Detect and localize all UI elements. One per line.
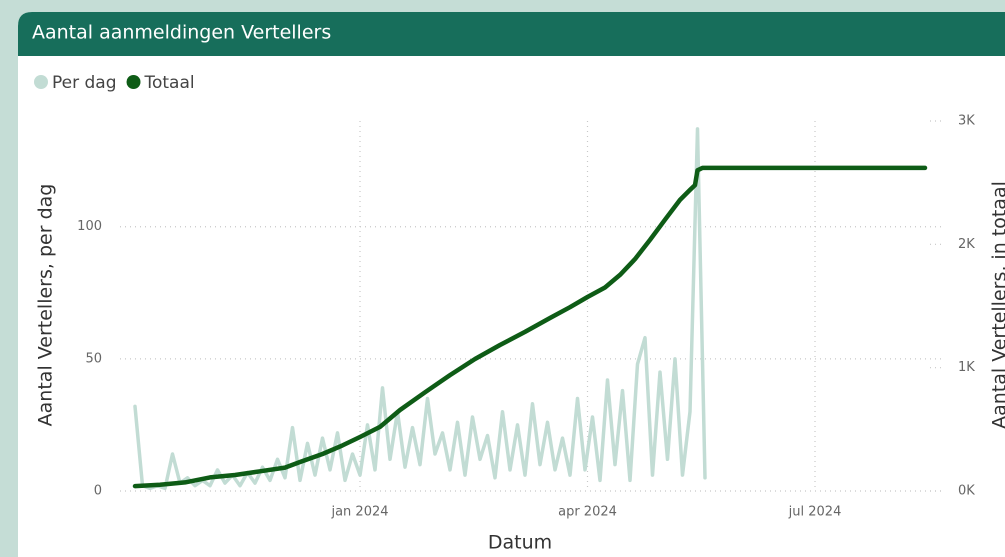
x-axis-title: Datum xyxy=(488,532,552,554)
x-tick-label: jan 2024 xyxy=(330,505,388,520)
y-tick-label: 50 xyxy=(85,351,102,366)
y2-axis-title: Aantal Vertellers, in totaal xyxy=(989,181,1005,429)
x-tick-label: jul 2024 xyxy=(788,505,842,520)
y-tick-label: 100 xyxy=(77,219,102,234)
line-series xyxy=(132,165,928,489)
x-tick-label: apr 2024 xyxy=(558,505,617,520)
y2-tick-label: 2K xyxy=(958,237,975,252)
legend-marker xyxy=(126,75,141,89)
y2-tick-label: 3K xyxy=(958,114,975,129)
card xyxy=(18,12,1005,557)
legend-label: Totaal xyxy=(144,73,195,93)
y-tick-label: 0 xyxy=(94,484,102,499)
header-bar xyxy=(18,12,1005,56)
legend-label: Per dag xyxy=(52,73,117,93)
y2-tick-label: 1K xyxy=(958,360,975,375)
legend-marker xyxy=(34,75,48,89)
line-series xyxy=(133,127,707,491)
y-axis-title: Aantal Vertellers, per dag xyxy=(35,184,57,427)
chart-title: Aantal aanmeldingen Vertellers xyxy=(32,22,331,44)
y2-tick-label: 0K xyxy=(958,484,975,499)
